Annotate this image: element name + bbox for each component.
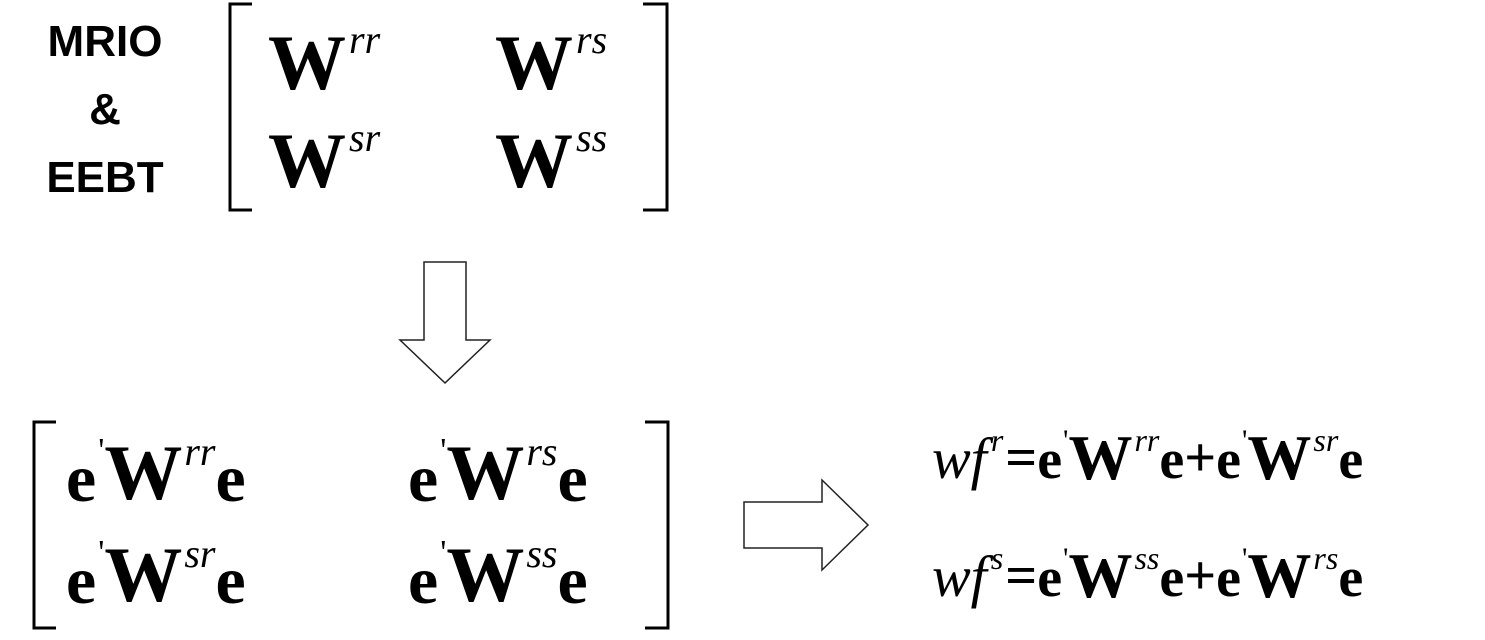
top-right-bracket — [643, 2, 669, 212]
bottom-left-bracket — [32, 420, 56, 630]
bottom-right-bracket — [645, 420, 670, 630]
mrio-eebt-label: MRIO & EEBT — [20, 8, 190, 212]
top-left-bracket — [228, 2, 252, 212]
label-eebt: EEBT — [46, 153, 164, 202]
label-ampersand: & — [89, 85, 121, 134]
right-arrow-icon — [743, 478, 870, 572]
label-mrio: MRIO — [47, 17, 163, 66]
down-arrow-icon — [398, 261, 492, 385]
